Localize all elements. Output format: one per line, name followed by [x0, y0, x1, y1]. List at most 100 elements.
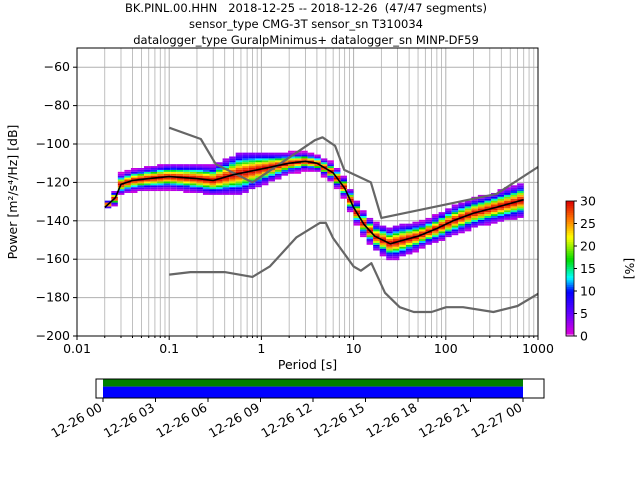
- heatmap-cell: [222, 158, 230, 161]
- heatmap-cell: [412, 225, 419, 228]
- heatmap-cell: [438, 217, 446, 220]
- heatmap-cell: [438, 237, 446, 240]
- colorbar-segment: [566, 210, 574, 213]
- heatmap-cell: [202, 185, 210, 188]
- heatmap-cell: [386, 239, 393, 241]
- heatmap-cell: [111, 192, 118, 195]
- heatmap-cell: [235, 192, 243, 195]
- heatmap-cell: [510, 194, 518, 197]
- heatmap-cell: [360, 216, 367, 218]
- heatmap-cell: [510, 212, 518, 215]
- heatmap-cell: [242, 169, 249, 172]
- heatmap-cell: [222, 189, 230, 192]
- heatmap-cell: [163, 181, 171, 184]
- heatmap-cell: [484, 219, 491, 222]
- heatmap-cell: [490, 200, 498, 203]
- heatmap-cell: [176, 168, 184, 170]
- heatmap-cell: [379, 242, 387, 245]
- heatmap-cell: [196, 181, 203, 184]
- heatmap-cell: [392, 244, 400, 247]
- heatmap-cell: [392, 233, 400, 236]
- heatmap-cell: [248, 179, 256, 182]
- colorbar-segment: [566, 205, 574, 209]
- heatmap-cell: [510, 185, 518, 188]
- heatmap-cell: [373, 242, 380, 245]
- heatmap-cell: [379, 240, 387, 243]
- heatmap-cell: [497, 217, 505, 220]
- heatmap-cell: [294, 160, 302, 163]
- heatmap-cell: [327, 168, 334, 170]
- heatmap-cell: [288, 152, 295, 155]
- heatmap-cell: [412, 223, 419, 226]
- heatmap-cell: [412, 244, 419, 247]
- heatmap-cell: [484, 198, 491, 201]
- heatmap-cell: [229, 179, 236, 182]
- colorbar-segment: [566, 232, 574, 236]
- heatmap-cell: [229, 189, 236, 192]
- heatmap-cell: [176, 173, 184, 176]
- heatmap-cell: [517, 214, 524, 216]
- heatmap-cell: [301, 166, 308, 168]
- heatmap-cell: [281, 156, 289, 159]
- heatmap-cell: [405, 229, 413, 232]
- heatmap-cell: [314, 154, 321, 157]
- heatmap-cell: [222, 166, 230, 168]
- heatmap-cell: [222, 173, 230, 176]
- heatmap-cell: [386, 229, 393, 232]
- heatmap-cell: [346, 191, 354, 193]
- heatmap-cell: [294, 166, 302, 168]
- colorbar-segment: [566, 237, 574, 240]
- heatmap-cell: [281, 171, 289, 174]
- heatmap-cell: [445, 233, 452, 236]
- heatmap-cell: [458, 206, 465, 209]
- heatmap-cell: [137, 171, 145, 174]
- heatmap-cell: [235, 160, 243, 163]
- heatmap-cell: [445, 231, 452, 234]
- heatmap-cell: [418, 242, 426, 245]
- heatmap-cell: [117, 181, 125, 184]
- heatmap-cell: [327, 179, 334, 182]
- coverage-data-strip: [103, 386, 523, 398]
- heatmap-cell: [301, 164, 308, 167]
- heatmap-cell: [346, 202, 354, 205]
- heatmap-cell: [202, 177, 210, 180]
- heatmap-cell: [366, 225, 374, 228]
- heatmap-cell: [216, 185, 223, 188]
- chart-title: BK.PINL.00.HHN 2018-12-25 -- 2018-12-26 …: [0, 0, 612, 48]
- heatmap-cell: [294, 171, 302, 174]
- heatmap-cell: [471, 200, 478, 203]
- heatmap-cell: [386, 240, 393, 243]
- heatmap-cell: [274, 169, 282, 172]
- heatmap-cell: [504, 200, 511, 203]
- heatmap-cell: [255, 152, 262, 155]
- heatmap-cell: [373, 237, 380, 240]
- heatmap-cell: [418, 229, 426, 232]
- heatmap-cell: [392, 254, 400, 257]
- heatmap-cell: [477, 194, 485, 197]
- heatmap-cell: [353, 214, 361, 216]
- heatmap-cell: [327, 164, 334, 167]
- heatmap-cell: [392, 237, 400, 240]
- time-tick-label: 12-27 00: [468, 400, 524, 441]
- heatmap-cell: [150, 173, 158, 176]
- heatmap-cell: [248, 160, 256, 163]
- heatmap-cell: [176, 171, 184, 174]
- heatmap-cell: [360, 231, 367, 234]
- heatmap-cell: [405, 252, 413, 255]
- heatmap-cell: [242, 173, 249, 176]
- heatmap-cell: [399, 231, 406, 234]
- heatmap-cell: [196, 189, 203, 192]
- heatmap-cell: [268, 164, 275, 167]
- heatmap-cell: [163, 185, 171, 188]
- heatmap-cell: [209, 171, 217, 174]
- heatmap-cell: [327, 175, 334, 178]
- colorbar-segment: [566, 266, 574, 270]
- heatmap-cell: [222, 169, 230, 172]
- heatmap-cell: [117, 191, 125, 193]
- colorbar-segment: [566, 302, 574, 306]
- heatmap-cell: [438, 216, 446, 218]
- nhnm-line: [168, 126, 539, 219]
- heatmap-cell: [144, 169, 151, 172]
- heatmap-cell: [176, 179, 184, 182]
- heatmap-cell: [438, 214, 446, 216]
